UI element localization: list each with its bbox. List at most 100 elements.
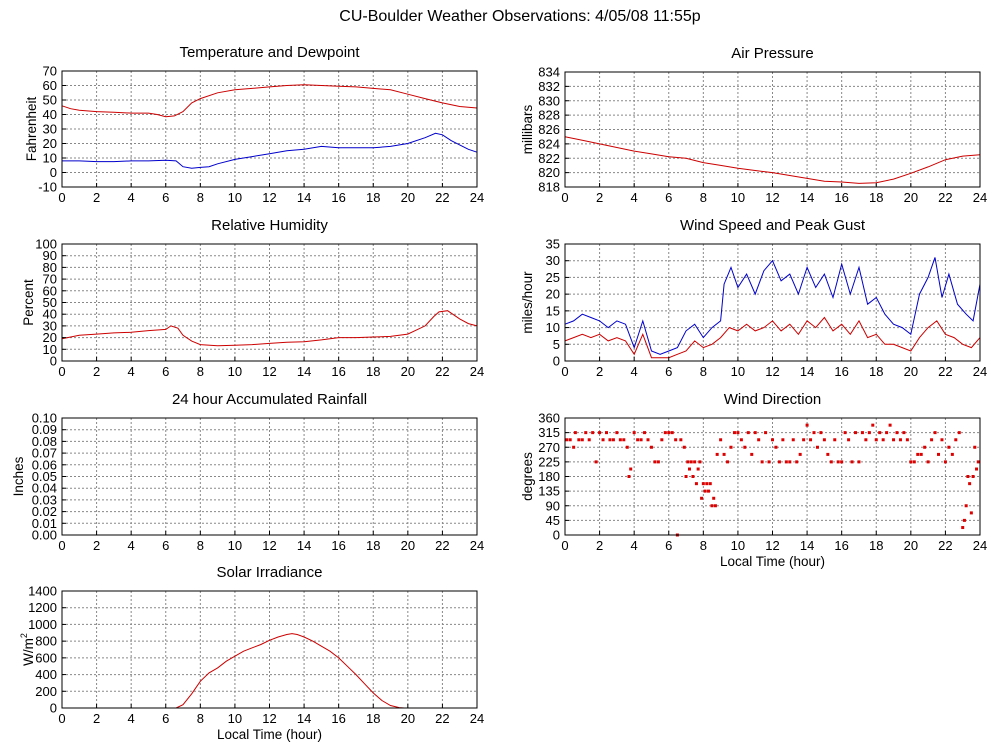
humidity-ytick-label: 10 [43,342,57,357]
direction-ytick-label: 0 [553,528,560,543]
temperature-ytick-label: 30 [43,122,57,137]
direction-point [850,460,854,464]
direction-xtick-label: 12 [765,538,779,553]
pressure-series-pressure [564,136,981,184]
direction-point [679,438,683,442]
humidity-xtick-label: 14 [297,364,311,379]
direction-point [643,431,647,435]
rainfall-ytick-label: 0.02 [32,504,57,519]
direction-point [615,431,619,435]
direction-point [968,482,972,486]
direction-point [703,489,707,493]
direction-point [860,431,864,435]
direction-point [708,482,712,486]
solar-xtick-label: 24 [470,711,484,726]
direction-point [902,431,906,435]
direction-xtick-label: 6 [665,538,672,553]
direction-point [605,431,608,435]
humidity-xtick-label: 12 [262,364,276,379]
temperature-ytick-label: 50 [43,93,57,108]
direction-point [836,460,840,464]
direction-point [632,431,636,435]
direction-point [736,431,740,435]
rainfall-ytick-label: 0.00 [32,528,57,543]
solar-xtick-label: 0 [58,711,65,726]
pressure-xtick-label: 6 [665,190,672,205]
solar-ytick-label: 600 [35,650,57,665]
wind-ylabel: miles/hour [520,271,535,334]
direction-point [867,431,871,435]
temperature-ytick-label: -10 [38,180,57,195]
pressure-xtick-label: 12 [765,190,779,205]
solar-ytick-label: 800 [35,634,57,649]
wind-xtick-label: 24 [973,364,987,379]
pressure-ytick-label: 830 [538,93,560,108]
direction-point [712,496,716,500]
direction-point [909,460,913,464]
direction-ylabel: degrees [520,452,535,501]
pressure-xtick-label: 10 [731,190,745,205]
rainfall-ytick-label: 0.06 [32,457,57,472]
temperature-xtick-label: 6 [162,190,169,205]
direction-point [973,445,977,449]
rainfall-xtick-label: 6 [162,538,169,553]
solar-ylabel-text: W/m [21,638,36,666]
pressure-xtick-label: 4 [631,190,638,205]
direction-point [684,475,688,478]
direction-point [854,431,857,435]
solar-ytick-label: 1400 [28,584,57,599]
direction-point [700,496,704,500]
wind-ytick-label: 15 [546,303,560,318]
wind-ytick-label: 30 [546,253,560,268]
direction-point [957,431,961,435]
direction-point [815,445,819,449]
rainfall-xtick-label: 22 [435,538,449,553]
direction-point [916,452,920,456]
direction-point [937,452,940,456]
direction-point [701,482,705,486]
solar-ylabel-sup: 2 [19,633,29,638]
direction-point [950,452,954,456]
direction-point [819,431,823,435]
direction-point [826,452,830,456]
direction-point [933,431,937,435]
direction-ytick-label: 225 [538,454,560,469]
direction-ytick-label: 315 [538,425,560,440]
direction-point [722,452,726,456]
direction-point [809,438,813,442]
temperature-xtick-label: 24 [470,190,484,205]
humidity-xtick-label: 8 [197,364,204,379]
pressure-xtick-label: 0 [561,190,568,205]
rainfall-ytick-label: 0.07 [32,446,57,461]
temperature-series-dewpoint [62,132,478,169]
direction-point [843,431,847,435]
direction-xtick-label: 20 [904,538,918,553]
direction-title: Wind Direction [724,391,822,408]
direction-point [622,438,626,442]
solar-xtick-label: 20 [401,711,415,726]
direction-point [618,438,622,442]
direction-point [961,526,965,530]
direction-point [912,460,916,464]
direction-point [696,467,700,471]
direction-point [874,438,878,442]
direction-point [777,460,781,464]
direction-point [694,482,698,486]
direction-point [636,438,640,442]
direction-point [774,445,778,449]
direction-point [767,460,771,464]
direction-point [954,438,958,442]
solar-xtick-label: 14 [297,711,311,726]
direction-point [750,452,754,456]
humidity-ytick-label: 20 [43,330,57,345]
direction-point [943,460,947,464]
rainfall-ytick-label: 0.10 [32,411,57,426]
solar-xtick-label: 8 [197,711,204,726]
solar-xtick-label: 2 [93,711,100,726]
direction-xtick-label: 0 [561,538,568,553]
humidity-ytick-label: 0 [50,354,57,369]
direction-point [682,445,686,449]
